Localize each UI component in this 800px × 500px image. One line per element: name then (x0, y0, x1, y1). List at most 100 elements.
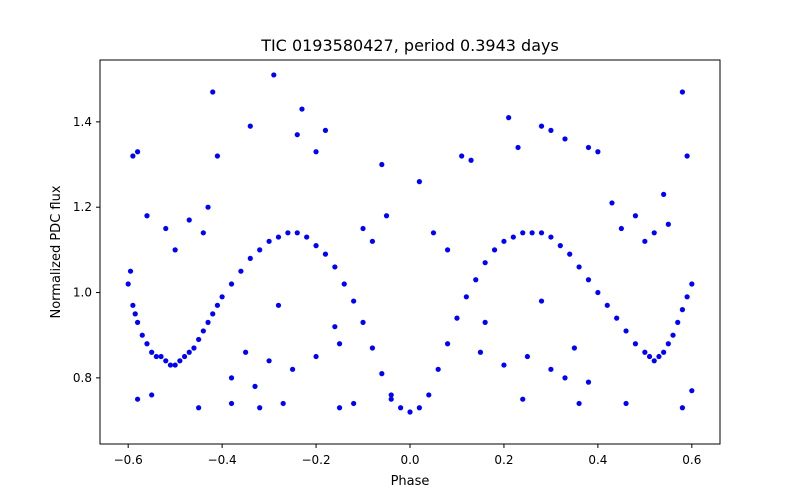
data-point (689, 281, 695, 287)
data-point (125, 281, 131, 287)
data-point (623, 328, 629, 334)
data-point (257, 247, 263, 253)
data-point (351, 298, 357, 304)
data-point (132, 311, 138, 317)
data-point (679, 89, 686, 95)
data-point (585, 379, 592, 385)
data-point (520, 396, 526, 402)
data-point (313, 149, 319, 155)
data-point (642, 349, 648, 355)
data-point (595, 149, 601, 155)
data-point (632, 213, 639, 219)
data-point (454, 315, 460, 321)
data-point (562, 375, 568, 381)
data-point (656, 353, 662, 360)
data-point (665, 341, 671, 347)
data-point (214, 302, 221, 308)
data-point (506, 115, 512, 121)
data-point (360, 319, 366, 325)
data-point (332, 264, 338, 270)
data-point (149, 392, 155, 398)
data-point (210, 311, 216, 317)
data-point (379, 161, 385, 168)
data-point (398, 405, 404, 411)
data-point (548, 127, 554, 133)
data-point (134, 319, 141, 325)
data-point (158, 353, 164, 360)
data-point (515, 144, 521, 151)
data-point (670, 332, 676, 338)
data-point (369, 345, 376, 351)
y-tick-label: 0.8 (73, 371, 92, 385)
data-point (604, 302, 610, 308)
data-point (632, 341, 639, 347)
x-tick-label: 0.2 (494, 453, 513, 467)
data-point (275, 302, 282, 308)
data-point (585, 277, 592, 283)
data-point (576, 264, 582, 270)
x-tick-label: 0.6 (682, 453, 701, 467)
data-point (383, 213, 390, 219)
data-point (618, 225, 624, 232)
data-point (562, 136, 568, 142)
data-point (524, 353, 531, 360)
data-point (134, 149, 141, 155)
data-point (177, 358, 183, 364)
data-point (675, 319, 681, 325)
data-point (576, 400, 582, 407)
data-point (642, 238, 648, 244)
data-point (684, 153, 690, 159)
data-point (379, 371, 385, 377)
data-point (529, 230, 535, 236)
data-point (257, 405, 263, 411)
data-point (214, 153, 221, 159)
data-point (416, 179, 422, 185)
data-point (294, 230, 300, 236)
data-point (130, 153, 136, 159)
data-point (271, 72, 277, 78)
data-point (501, 238, 507, 244)
x-axis-ticks: −0.6 −0.4 −0.2 0.0 0.2 0.4 0.6 (114, 444, 701, 467)
data-point (388, 392, 394, 398)
data-point (520, 230, 526, 236)
data-point (510, 234, 516, 240)
data-point (538, 230, 545, 236)
data-point (665, 221, 671, 227)
data-point (134, 396, 141, 402)
data-point (196, 336, 202, 343)
data-point (336, 405, 343, 411)
data-point (435, 366, 441, 372)
data-point (651, 358, 657, 364)
plot-frame (99, 59, 721, 445)
data-point (548, 366, 554, 372)
y-tick-label: 1.2 (73, 200, 92, 214)
data-point (275, 234, 282, 240)
x-tick-label: 0.4 (588, 453, 607, 467)
data-point (247, 123, 253, 129)
data-point (149, 349, 155, 355)
data-point (482, 319, 488, 325)
data-point (205, 319, 211, 325)
data-point (609, 200, 615, 206)
data-point (130, 302, 136, 308)
data-point (538, 123, 545, 129)
data-point (679, 307, 686, 313)
data-point (341, 281, 347, 287)
data-point (191, 345, 197, 351)
data-point (426, 392, 432, 398)
y-tick-label: 1.0 (73, 286, 92, 300)
data-point (501, 362, 507, 368)
data-point (444, 247, 451, 253)
data-point (139, 332, 145, 338)
data-point (210, 89, 216, 95)
data-point (313, 353, 319, 360)
data-point (144, 341, 150, 347)
data-point (463, 294, 469, 300)
data-point (172, 362, 178, 368)
data-point (548, 234, 554, 240)
data-point (266, 358, 272, 364)
data-point (186, 349, 192, 355)
data-point (186, 217, 192, 223)
data-point (388, 396, 394, 402)
